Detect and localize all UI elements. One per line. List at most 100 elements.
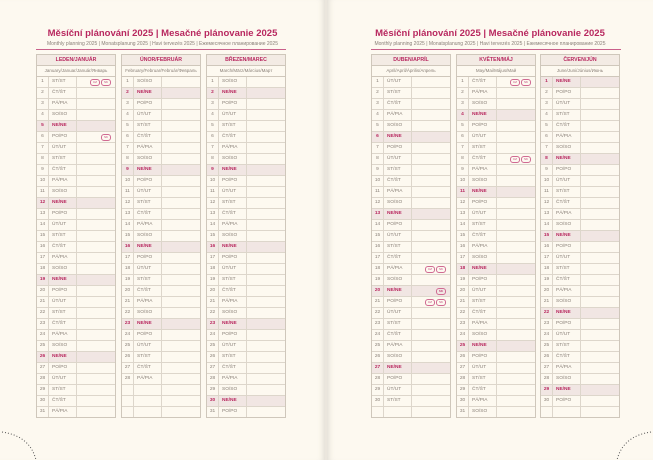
day-row[interactable]: 11 ÚT/UT: [122, 187, 200, 198]
day-row[interactable]: 16 ČT/ŠT: [37, 242, 115, 253]
day-note-field[interactable]: [497, 176, 535, 186]
day-row[interactable]: 11 ST/ST: [541, 187, 619, 198]
day-row[interactable]: 5 PO/PO: [457, 121, 535, 132]
day-note-field[interactable]: CZ SK: [497, 77, 535, 87]
day-row[interactable]: 25 ÚT/UT: [207, 341, 285, 352]
day-note-field[interactable]: [77, 154, 115, 164]
day-note-field[interactable]: [412, 99, 450, 109]
day-note-field[interactable]: [162, 209, 200, 219]
day-row[interactable]: 14 SO/SO: [541, 220, 619, 231]
day-row[interactable]: 18 NE/NE: [457, 264, 535, 275]
day-row[interactable]: 8 SO/SO: [207, 154, 285, 165]
day-row[interactable]: 17 PO/PO: [207, 253, 285, 264]
day-row[interactable]: 22 ČT/ŠT: [457, 308, 535, 319]
day-row[interactable]: 6 ČT/ŠT: [122, 132, 200, 143]
day-note-field[interactable]: [77, 330, 115, 340]
day-note-field[interactable]: [162, 341, 200, 351]
day-note-field[interactable]: [162, 220, 200, 230]
day-note-field[interactable]: [412, 341, 450, 351]
day-row[interactable]: 7 PÁ/PIA: [207, 143, 285, 154]
day-note-field[interactable]: [412, 143, 450, 153]
day-note-field[interactable]: [77, 363, 115, 373]
day-row[interactable]: 1 ČT/ŠT CZ SK: [457, 77, 535, 88]
day-note-field[interactable]: [581, 319, 619, 329]
day-row[interactable]: 13 ČT/ŠT: [122, 209, 200, 220]
day-row[interactable]: 20 ÚT/UT: [457, 286, 535, 297]
day-note-field[interactable]: [581, 286, 619, 296]
day-row[interactable]: 14 ÚT/UT: [37, 220, 115, 231]
day-note-field[interactable]: [77, 253, 115, 263]
day-note-field[interactable]: [247, 319, 285, 329]
day-note-field[interactable]: [77, 99, 115, 109]
day-row[interactable]: 10 PO/PO: [122, 176, 200, 187]
day-note-field[interactable]: [162, 231, 200, 241]
day-note-field[interactable]: [247, 198, 285, 208]
day-row[interactable]: 10 ČT/ŠT: [372, 176, 450, 187]
day-row[interactable]: 28 SO/SO: [541, 374, 619, 385]
day-note-field[interactable]: [497, 198, 535, 208]
day-row[interactable]: 9 NE/NE: [122, 165, 200, 176]
day-row[interactable]: 7 ÚT/UT: [37, 143, 115, 154]
day-row[interactable]: 25 SO/SO: [37, 341, 115, 352]
day-row[interactable]: 14 PO/PO: [372, 220, 450, 231]
day-row[interactable]: [122, 407, 200, 417]
day-row[interactable]: 12 ČT/ŠT: [541, 198, 619, 209]
day-note-field[interactable]: [497, 374, 535, 384]
day-note-field[interactable]: [247, 209, 285, 219]
day-row[interactable]: 24 SO/SO: [457, 330, 535, 341]
day-row[interactable]: 17 SO/SO: [457, 253, 535, 264]
day-row[interactable]: 3 ČT/ŠT: [372, 99, 450, 110]
day-note-field[interactable]: [581, 385, 619, 395]
day-note-field[interactable]: [581, 110, 619, 120]
day-note-field[interactable]: [497, 352, 535, 362]
day-note-field[interactable]: [412, 242, 450, 252]
day-note-field[interactable]: [247, 220, 285, 230]
day-row[interactable]: 27 PO/PO: [37, 363, 115, 374]
day-row[interactable]: 23 NE/NE: [207, 319, 285, 330]
day-note-field[interactable]: [412, 385, 450, 395]
day-note-field[interactable]: [247, 330, 285, 340]
day-row[interactable]: 23 NE/NE: [122, 319, 200, 330]
day-row[interactable]: 29 SO/SO: [207, 385, 285, 396]
day-row[interactable]: 2 NE/NE: [207, 88, 285, 99]
day-note-field[interactable]: [162, 99, 200, 109]
day-note-field[interactable]: [162, 286, 200, 296]
day-row[interactable]: 21 ST/ST: [457, 297, 535, 308]
day-row[interactable]: 9 PO/PO: [541, 165, 619, 176]
day-note-field[interactable]: [497, 407, 535, 417]
day-row[interactable]: 30 NE/NE: [207, 396, 285, 407]
day-note-field[interactable]: [412, 407, 450, 417]
day-row[interactable]: 23 PÁ/PIA: [457, 319, 535, 330]
day-note-field[interactable]: [497, 231, 535, 241]
day-row[interactable]: 21 PÁ/PIA: [207, 297, 285, 308]
day-row[interactable]: 17 PÁ/PIA: [37, 253, 115, 264]
day-note-field[interactable]: [247, 407, 285, 417]
day-note-field[interactable]: [77, 319, 115, 329]
day-note-field[interactable]: [162, 88, 200, 98]
day-row[interactable]: 22 ÚT/UT: [372, 308, 450, 319]
day-row[interactable]: 26 SO/SO: [372, 352, 450, 363]
day-note-field[interactable]: [412, 154, 450, 164]
day-row[interactable]: 17 ČT/ŠT: [372, 253, 450, 264]
day-note-field[interactable]: [581, 352, 619, 362]
day-row[interactable]: 29 ČT/ŠT: [457, 385, 535, 396]
day-note-field[interactable]: [247, 363, 285, 373]
day-row[interactable]: 2 PO/PO: [541, 88, 619, 99]
day-note-field[interactable]: [162, 242, 200, 252]
day-note-field[interactable]: [581, 341, 619, 351]
day-row[interactable]: 7 ST/ST: [457, 143, 535, 154]
day-row[interactable]: 11 SO/SO: [37, 187, 115, 198]
day-note-field[interactable]: [77, 176, 115, 186]
day-row[interactable]: 3 SO/SO: [457, 99, 535, 110]
day-row[interactable]: 6 ČT/ŠT: [207, 132, 285, 143]
day-note-field[interactable]: [77, 121, 115, 131]
day-row[interactable]: 4 ÚT/UT: [207, 110, 285, 121]
day-row[interactable]: 3 ÚT/UT: [541, 99, 619, 110]
day-note-field[interactable]: [77, 220, 115, 230]
day-row[interactable]: 13 PÁ/PIA: [541, 209, 619, 220]
day-row[interactable]: 12 NE/NE: [37, 198, 115, 209]
day-note-field[interactable]: [412, 165, 450, 175]
day-row[interactable]: 2 PÁ/PIA: [457, 88, 535, 99]
day-note-field[interactable]: [162, 264, 200, 274]
day-note-field[interactable]: [581, 143, 619, 153]
